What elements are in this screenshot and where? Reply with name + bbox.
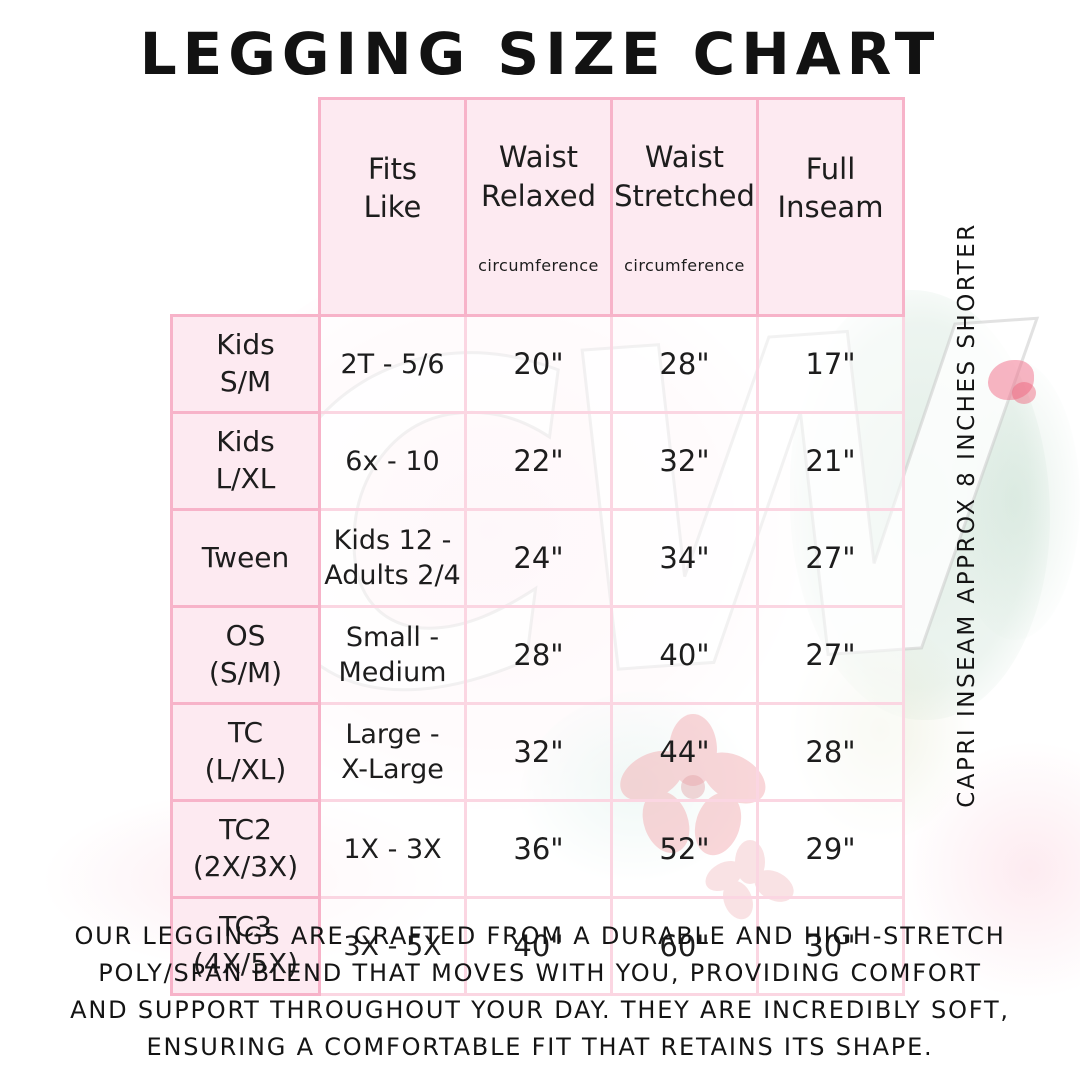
full-inseam-cell: 29" [756,799,905,900]
fits-like-cell: 6x - 10 [318,411,467,512]
row-header-tween: Tween [170,508,321,609]
full-inseam-cell: 21" [756,411,905,512]
table-row: Kids S/M 2T - 5/6 20" 28" 17" [170,314,905,415]
full-inseam-cell: 27" [756,508,905,609]
waist-relaxed-cell: 22" [464,411,613,512]
table-row: TC3 (4X/5X) 3X - 5X 40" 60" 30" [170,896,905,997]
waist-stretched-cell: 52" [610,799,759,900]
table-row: Tween Kids 12 - Adults 2/4 24" 34" 27" [170,508,905,609]
col-header-waist-relaxed: Waist Relaxed circumference [464,96,613,318]
row-header-tc2: TC2 (2X/3X) [170,799,321,900]
waist-stretched-cell: 40" [610,605,759,706]
fits-like-cell: Small - Medium [318,605,467,706]
full-inseam-cell: 28" [756,702,905,803]
header-row: Fits Like Waist Relaxed circumference Wa… [172,96,905,318]
col-header-full-inseam: Full Inseam [756,96,905,318]
capri-inseam-note: CAPRI INSEAM APPROX 8 INCHES SHORTER [954,222,980,808]
waist-relaxed-cell: 32" [464,702,613,803]
flower-bud-watermark [988,360,1034,400]
page-title: LEGGING SIZE CHART [139,20,941,88]
table-row: Kids L/XL 6x - 10 22" 32" 21" [170,411,905,512]
row-header-os: OS (S/M) [170,605,321,706]
fits-like-cell: Kids 12 - Adults 2/4 [318,508,467,609]
fits-like-cell: 2T - 5/6 [318,314,467,415]
fits-like-cell: 1X - 3X [318,799,467,900]
col-header-sublabel: circumference [624,256,745,276]
fits-like-cell: Large - X-Large [318,702,467,803]
product-description: OUR LEGGINGS ARE CRAFTED FROM A DURABLE … [70,922,1010,1061]
full-inseam-cell: 17" [756,314,905,415]
table-row: OS (S/M) Small - Medium 28" 40" 27" [170,605,905,706]
waist-relaxed-cell: 36" [464,799,613,900]
waist-relaxed-cell: 40" [464,896,613,997]
col-header-label: Waist Stretched [614,140,755,213]
col-header-sublabel: circumference [478,256,599,276]
row-header-tc: TC (L/XL) [170,702,321,803]
full-inseam-cell: 30" [756,896,905,997]
row-header-tc3: TC3 (4X/5X) [170,896,321,997]
waist-stretched-cell: 32" [610,411,759,512]
waist-relaxed-cell: 20" [464,314,613,415]
col-header-waist-stretched: Waist Stretched circumference [610,96,759,318]
fits-like-cell: 3X - 5X [318,896,467,997]
table-row: TC2 (2X/3X) 1X - 3X 36" 52" 29" [170,799,905,900]
waist-stretched-cell: 28" [610,314,759,415]
waist-relaxed-cell: 28" [464,605,613,706]
full-inseam-cell: 27" [756,605,905,706]
col-header-label: Fits Like [363,151,422,225]
corner-cell [172,99,320,316]
table-row: TC (L/XL) Large - X-Large 32" 44" 28" [170,702,905,803]
row-header-kids-lxl: Kids L/XL [170,411,321,512]
col-header-fits-like: Fits Like [318,96,467,318]
col-header-label: Waist Relaxed [480,140,597,213]
col-header-label: Full Inseam [777,151,884,225]
size-chart-table: Fits Like Waist Relaxed circumference Wa… [170,96,905,997]
waist-relaxed-cell: 24" [464,508,613,609]
waist-stretched-cell: 44" [610,702,759,803]
waist-stretched-cell: 60" [610,896,759,997]
waist-stretched-cell: 34" [610,508,759,609]
flower-bud-watermark [1012,382,1036,404]
row-header-kids-sm: Kids S/M [170,314,321,415]
